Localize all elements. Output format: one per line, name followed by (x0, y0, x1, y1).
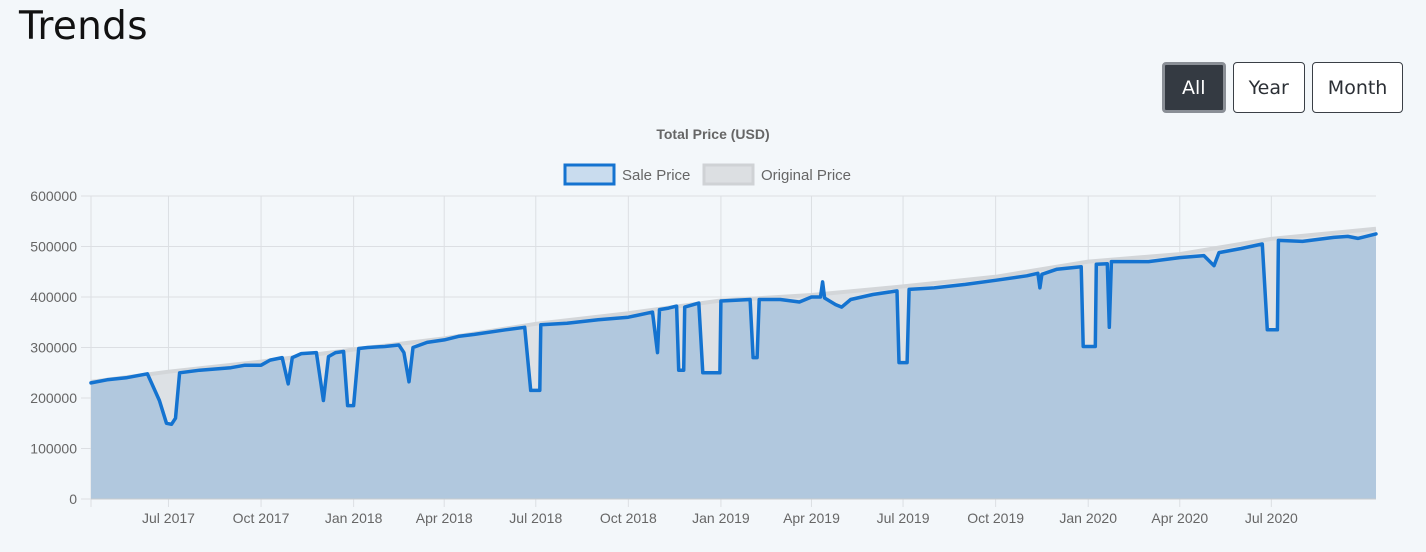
range-year-button[interactable]: Year (1232, 62, 1305, 113)
x-tick-label: Apr 2020 (1151, 510, 1208, 526)
legend-swatch-sale-price (563, 163, 616, 186)
x-tick-label: Oct 2018 (600, 510, 657, 526)
x-tick-label: Jul 2019 (877, 510, 930, 526)
chart-series (89, 226, 1378, 500)
x-tick-label: Jul 2020 (1245, 510, 1298, 526)
y-tick-label: 300000 (30, 340, 77, 356)
legend-label-sale-price: Sale Price (622, 167, 690, 184)
range-all-button[interactable]: All (1162, 62, 1226, 113)
page-title: Trends (19, 4, 148, 49)
x-tick-label: Oct 2017 (233, 510, 290, 526)
chart-legend: Sale Price Original Price (563, 163, 851, 186)
series-sale-price-line (89, 232, 1378, 427)
x-tick-label: Jul 2018 (509, 510, 562, 526)
y-tick-label: 200000 (30, 390, 77, 406)
time-range-selector: All Year Month (1162, 62, 1404, 113)
y-tick-label: 400000 (30, 289, 77, 305)
x-tick-label: Oct 2019 (967, 510, 1024, 526)
x-tick-label: Jan 2019 (692, 510, 750, 526)
chart-title: Total Price (USD) (656, 126, 769, 142)
series-sale-price-area (91, 233, 1376, 499)
x-tick-label: Apr 2018 (416, 510, 473, 526)
legend-swatch-original-price (702, 163, 755, 186)
y-tick-label: 100000 (30, 441, 77, 457)
y-tick-label: 0 (69, 491, 77, 507)
x-tick-label: Jan 2020 (1059, 510, 1117, 526)
x-tick-label: Apr 2019 (783, 510, 840, 526)
y-tick-label: 600000 (30, 188, 77, 204)
x-tick-label: Jul 2017 (142, 510, 195, 526)
y-tick-label: 500000 (30, 239, 77, 255)
x-tick-label: Jan 2018 (325, 510, 383, 526)
chart-axes: 0 100000 200000 300000 400000 500000 600000 Jul… (30, 188, 1376, 526)
range-month-button[interactable]: Month (1311, 62, 1404, 113)
legend-label-original-price: Original Price (761, 167, 851, 184)
